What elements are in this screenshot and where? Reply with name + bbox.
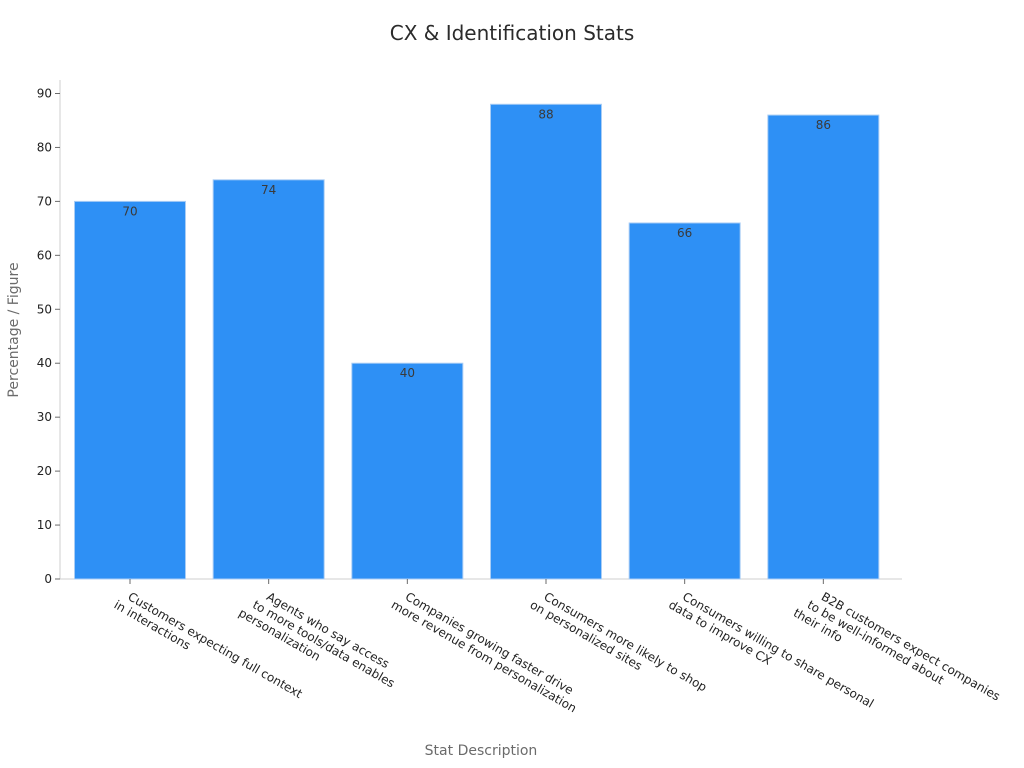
y-tick-label: 40: [37, 356, 52, 370]
y-tick-label: 90: [37, 87, 52, 101]
bar: [490, 103, 602, 580]
bar: [628, 222, 741, 580]
y-axis-ticks: 0 10 20 30 40 50 60 70 80 90: [37, 87, 60, 586]
y-tick-label: 10: [37, 518, 52, 532]
bar: [351, 362, 464, 580]
y-tick-label: 50: [37, 302, 52, 316]
bars-group: 70 74 40 88 66 86: [74, 103, 880, 580]
bar-value-label: 66: [677, 226, 692, 240]
y-tick-label: 80: [37, 140, 52, 154]
bar: [212, 179, 325, 580]
y-tick-label: 0: [44, 572, 52, 586]
x-axis-label: Stat Description: [425, 743, 538, 759]
bar: [74, 200, 186, 580]
y-tick-label: 70: [37, 194, 52, 208]
bar-value-label: 86: [816, 118, 831, 132]
chart-title: CX & Identification Stats: [390, 21, 635, 45]
bar-value-label: 70: [122, 204, 137, 218]
y-tick-label: 30: [37, 410, 52, 424]
bar: [767, 114, 880, 580]
y-tick-label: 60: [37, 248, 52, 262]
y-axis-label: Percentage / Figure: [6, 262, 22, 397]
y-tick-label: 20: [37, 464, 52, 478]
bar-value-label: 40: [400, 366, 415, 380]
bar-value-label: 74: [261, 183, 276, 197]
bar-value-label: 88: [538, 107, 553, 121]
